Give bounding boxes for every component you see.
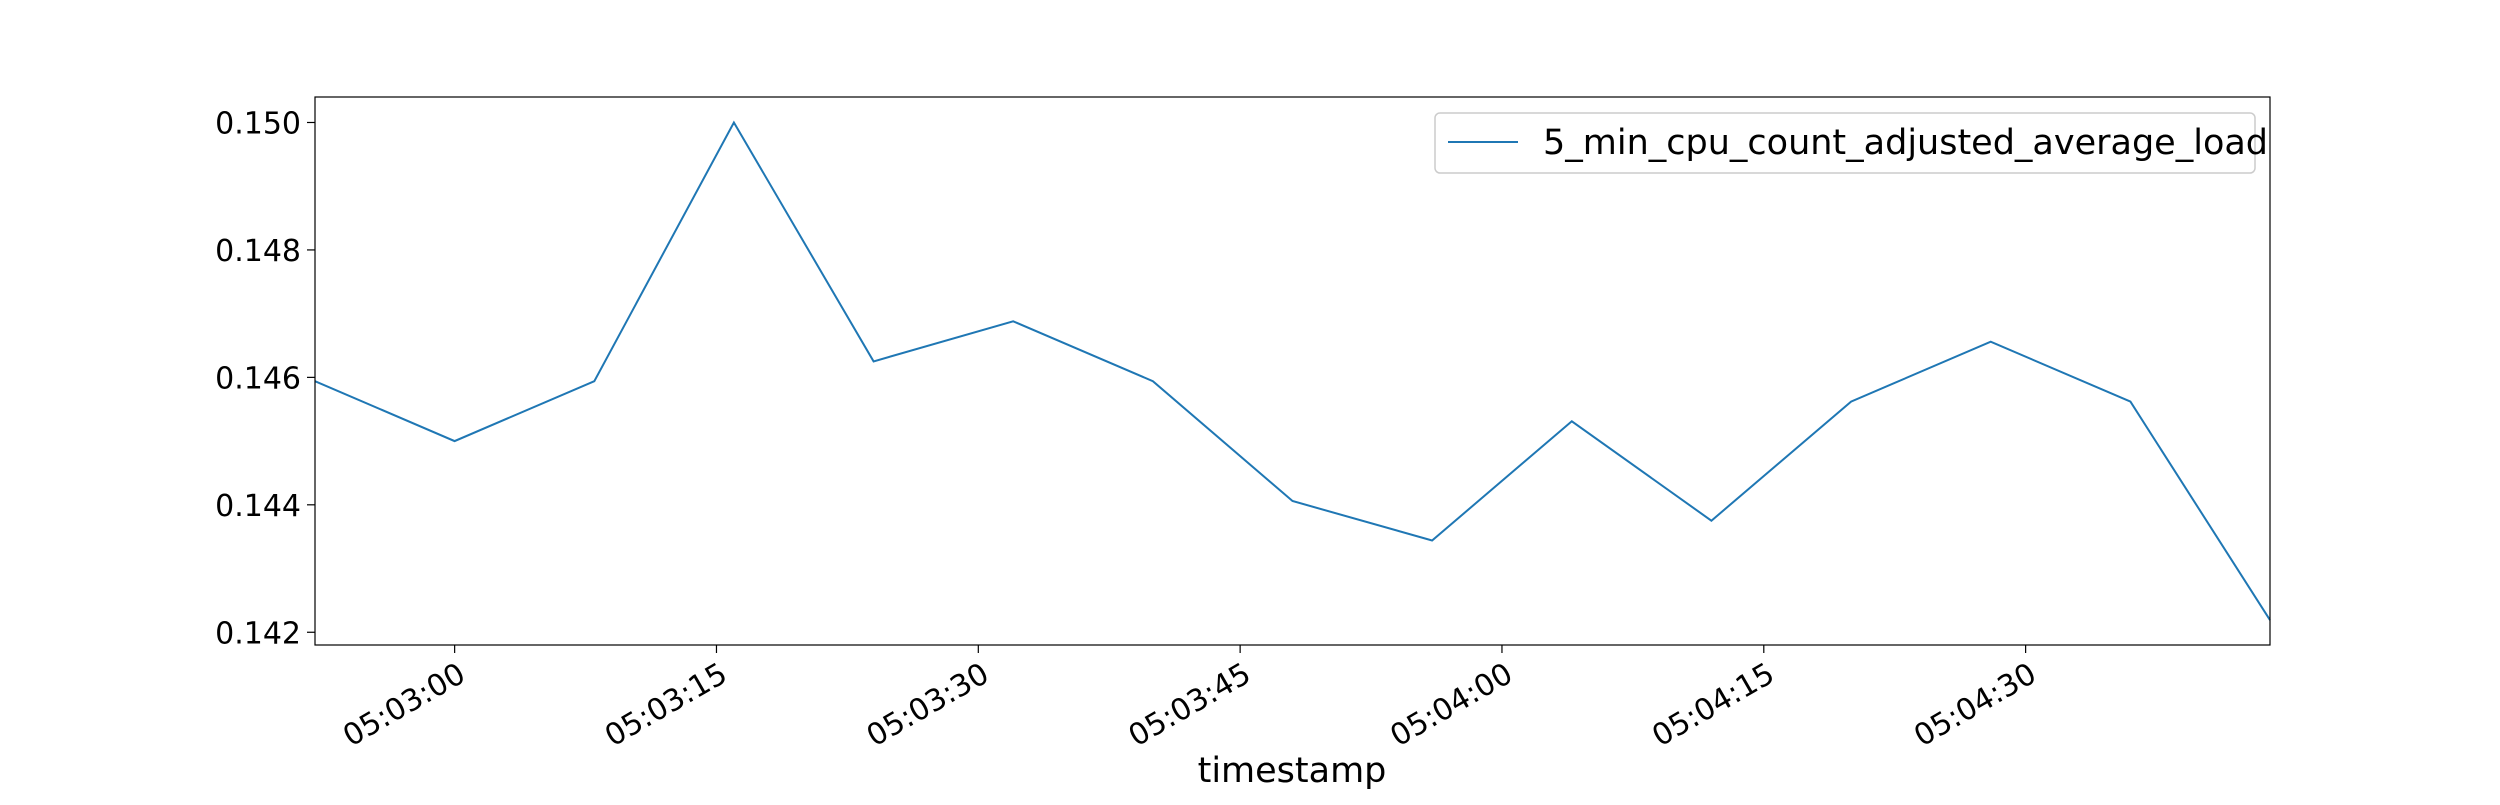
- y-tick-label: 0.142: [215, 616, 301, 651]
- y-tick-label: 0.144: [215, 489, 301, 524]
- plot-area: [315, 97, 2270, 645]
- legend-label: 5_min_cpu_count_adjusted_average_load: [1543, 123, 2268, 163]
- x-tick-label: 05:03:00: [337, 656, 471, 754]
- x-axis: 05:03:00 05:03:15 05:03:30 05:03:45 05:04:00…: [337, 645, 2042, 754]
- x-tick-label: 05:03:45: [1123, 656, 1257, 754]
- y-tick-label: 0.146: [215, 361, 301, 396]
- x-tick-label: 05:04:15: [1646, 656, 1780, 754]
- x-tick-label: 05:03:30: [861, 656, 995, 754]
- y-tick-label: 0.148: [215, 234, 301, 269]
- x-axis-title: timestamp: [1198, 751, 1387, 791]
- x-tick-label: 05:04:30: [1908, 656, 2042, 754]
- x-tick-label: 05:04:00: [1385, 656, 1519, 754]
- x-tick-label: 05:03:15: [599, 656, 733, 754]
- y-tick-label: 0.150: [215, 106, 301, 141]
- legend: 5_min_cpu_count_adjusted_average_load: [1435, 113, 2268, 173]
- y-axis: 0.142 0.144 0.146 0.148 0.150: [215, 106, 315, 651]
